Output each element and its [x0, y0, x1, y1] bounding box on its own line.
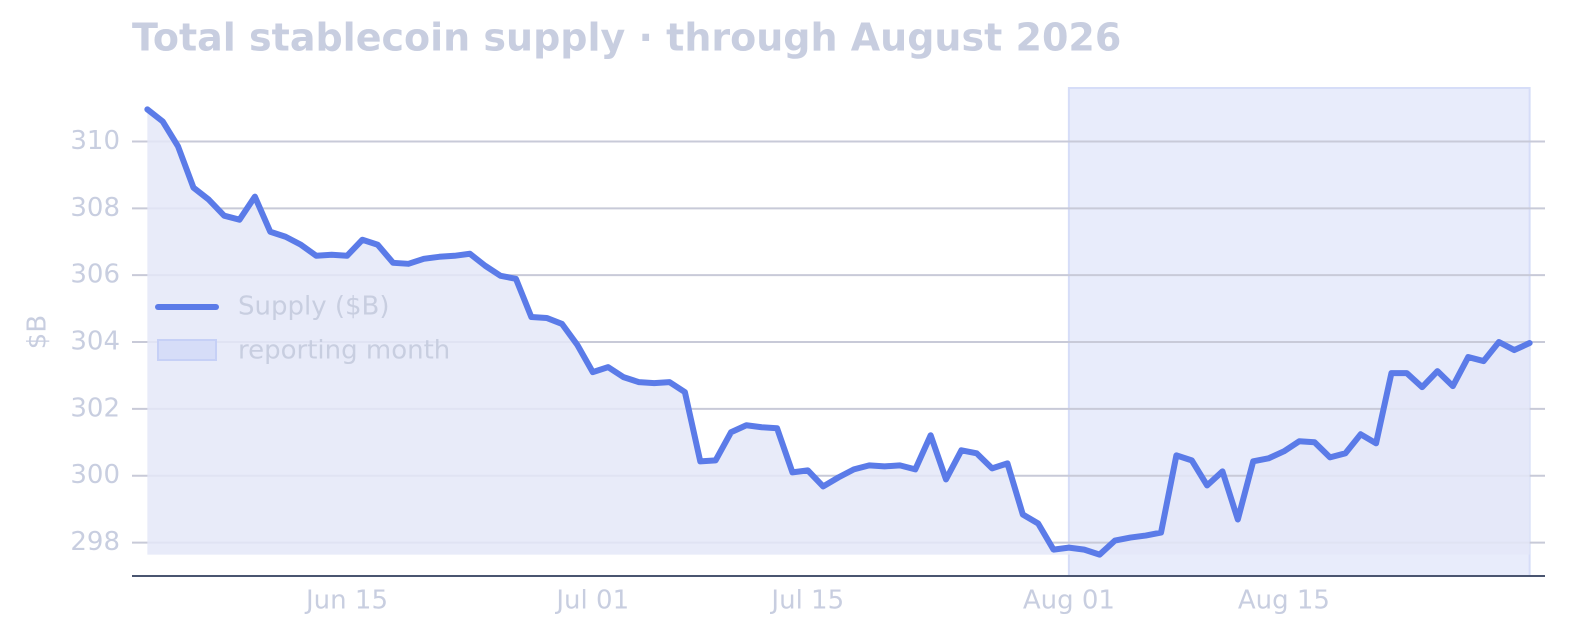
y-tick-label: 310: [70, 126, 120, 156]
legend-patch: [157, 339, 217, 361]
legend-label: reporting month: [238, 336, 450, 366]
x-tick-label: Jul 01: [554, 586, 629, 616]
y-tick-label: 304: [70, 327, 120, 357]
chart-title: Total stablecoin supply · through August…: [132, 16, 1121, 60]
y-tick-label: 300: [70, 460, 120, 490]
y-tick-label: 306: [70, 260, 120, 290]
x-tick-label: Jun 15: [304, 586, 388, 616]
y-tick-label: 308: [70, 193, 120, 223]
area: [147, 109, 1530, 555]
x-tick-label: Aug 01: [1023, 586, 1115, 616]
x-tick-label: Aug 15: [1238, 586, 1330, 616]
y-axis-label: $B: [23, 315, 53, 349]
line: [144, 106, 1533, 558]
y-tick-label: 302: [70, 393, 120, 423]
legend-label: Supply ($B): [238, 292, 390, 322]
y-tick-label: 298: [70, 527, 120, 557]
x-tick-label: Jul 15: [769, 586, 844, 616]
